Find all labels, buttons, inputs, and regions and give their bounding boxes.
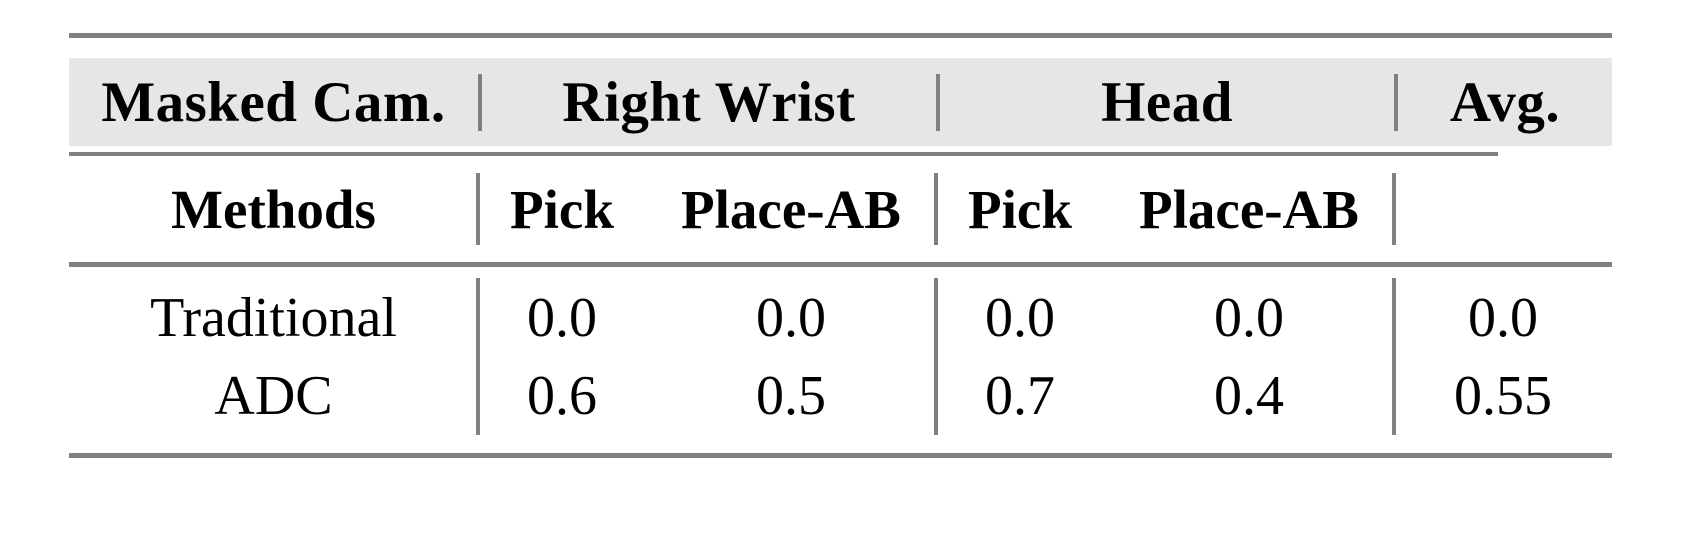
cell-adc-head-pick: 0.7 — [936, 368, 1104, 424]
cell-traditional-head-place-ab: 0.0 — [1214, 287, 1284, 349]
spacer-above-header-band — [69, 38, 1612, 58]
group-header-right-wrist: Right Wrist — [478, 73, 936, 131]
table-bottom-rule — [69, 453, 1612, 458]
spacer-above-bottom-rule — [69, 435, 1612, 453]
cell-traditional-right-wrist-pick: 0.0 — [478, 290, 646, 346]
table-subheader-row: Methods Pick Place-AB Pick Place-AB — [69, 156, 1612, 262]
subheader-methods: Methods — [171, 178, 376, 240]
cell-method-adc: ADC — [214, 365, 333, 427]
subheader-right-wrist-place-ab: Place-AB — [681, 178, 901, 240]
group-header-head: Head — [936, 73, 1394, 131]
subheader-head-place-ab: Place-AB — [1139, 178, 1359, 240]
cell-method-traditional: Traditional — [150, 287, 397, 349]
subheader-right-wrist-pick: Pick — [478, 182, 646, 237]
table-header-bottom-rule — [69, 262, 1612, 267]
table-row: Traditional 0.0 0.0 0.0 0.0 0.0 — [69, 279, 1612, 357]
cell-adc-right-wrist-place-ab: 0.5 — [756, 365, 826, 427]
table-midrule — [69, 152, 1498, 156]
cell-adc-head-place-ab: 0.4 — [1214, 365, 1284, 427]
cell-adc-avg: 0.55 — [1394, 368, 1612, 424]
table-group-header-row: Masked Cam. Right Wrist Head Avg. — [69, 58, 1612, 146]
cell-traditional-right-wrist-place-ab: 0.0 — [756, 287, 826, 349]
group-header-avg: Avg. — [1394, 73, 1612, 131]
results-table: Masked Cam. Right Wrist Head Avg. Method… — [69, 33, 1612, 458]
table-row: ADC 0.6 0.5 0.7 0.4 0.55 — [69, 357, 1612, 435]
table-top-rule — [69, 33, 1612, 38]
cell-traditional-head-pick: 0.0 — [936, 290, 1104, 346]
cell-traditional-avg: 0.0 — [1394, 290, 1612, 346]
group-header-masked-cam: Masked Cam. — [101, 70, 446, 134]
subheader-head-pick: Pick — [936, 182, 1104, 237]
cell-adc-right-wrist-pick: 0.6 — [478, 368, 646, 424]
